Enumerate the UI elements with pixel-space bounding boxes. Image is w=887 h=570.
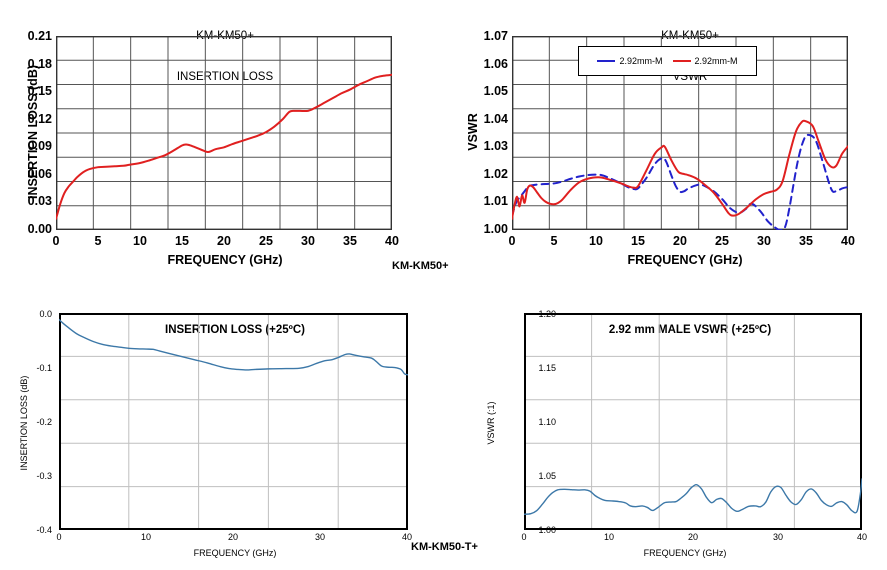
x-tick-label: 25: [259, 234, 273, 248]
chart-title: 2.92 mm MALE VSWR (+25ºC): [540, 297, 840, 365]
x-tick-label: 40: [841, 234, 855, 248]
x-tick-label: 0: [521, 532, 527, 542]
x-tick-label: 5: [94, 234, 102, 248]
y-tick-label: 1.01: [483, 194, 508, 208]
legend-entry-0[interactable]: 2.92mm-M: [597, 56, 663, 66]
x-tick-label: 20: [673, 234, 687, 248]
x-tick-label: 10: [140, 532, 151, 542]
chart-title: KM-KM50+ INSERTION LOSS: [100, 3, 350, 112]
x-axis-title: FREQUENCY (GHz): [193, 548, 277, 558]
x-tick-label: 30: [772, 532, 783, 542]
y-tick-label: 0.00: [27, 222, 52, 236]
x-tick-label: 30: [301, 234, 315, 248]
y-tick-label: -0.2: [36, 417, 52, 427]
chart-panel-vswr-top: KM-KM50+ VSWR VSWR FREQUENCY (GHz) 1.00 …: [440, 0, 887, 285]
chart-title: INSERTION LOSS (+25ºC): [105, 297, 365, 365]
x-tick-label: 35: [343, 234, 357, 248]
x-tick-label: 15: [175, 234, 189, 248]
legend: 2.92mm-M 2.92mm-M: [578, 46, 757, 76]
legend-label: 2.92mm-M: [694, 56, 738, 66]
legend-swatch-icon: [672, 60, 691, 62]
x-tick-label: 5: [550, 234, 558, 248]
x-tick-label: 30: [757, 234, 771, 248]
y-tick-label: 1.05: [483, 84, 508, 98]
part-label-km-km50-t: KM-KM50-T+: [411, 541, 478, 553]
x-tick-label: 0: [52, 234, 60, 248]
y-tick-label: 1.04: [483, 112, 508, 126]
x-axis-title: FREQUENCY (GHz): [643, 548, 727, 558]
y-tick-label: 0.21: [27, 29, 52, 43]
x-tick-label: 20: [227, 532, 238, 542]
y-tick-label: 0.09: [27, 139, 52, 153]
y-tick-label: 0.15: [27, 84, 52, 98]
x-axis-title: FREQUENCY (GHz): [627, 253, 743, 267]
x-tick-label: 0: [508, 234, 516, 248]
x-tick-label: 10: [589, 234, 603, 248]
chart-title-line1: INSERTION LOSS (+25ºC): [165, 324, 305, 337]
y-tick-label: 1.05: [538, 471, 556, 481]
x-axis-title: FREQUENCY (GHz): [167, 253, 283, 267]
chart-panel-vswr-bottom: 2.92 mm MALE VSWR (+25ºC) VSWR (:1) FREQ…: [440, 285, 887, 570]
x-tick-label: 40: [401, 532, 412, 542]
x-tick-label: 35: [799, 234, 813, 248]
x-tick-label: 10: [603, 532, 614, 542]
plot-area: [56, 36, 392, 230]
chart-title-line1: 2.92 mm MALE VSWR (+25ºC): [608, 324, 772, 337]
y-tick-label: -0.1: [36, 363, 52, 373]
chart-title-line2: INSERTION LOSS: [176, 70, 274, 83]
x-tick-label: 0: [56, 532, 62, 542]
x-tick-label: 10: [133, 234, 147, 248]
y-tick-label: 0.12: [27, 112, 52, 126]
x-tick-label: 20: [217, 234, 231, 248]
part-label-km-km50: KM-KM50+: [392, 260, 449, 272]
legend-swatch-icon: [597, 60, 616, 62]
x-tick-label: 40: [856, 532, 867, 542]
y-tick-label: -0.4: [36, 525, 52, 535]
legend-entry-1[interactable]: 2.92mm-M: [672, 56, 738, 66]
y-tick-label: 0.03: [27, 194, 52, 208]
y-tick-label: 1.15: [538, 363, 556, 373]
plot-area: [59, 313, 408, 530]
x-tick-label: 30: [314, 532, 325, 542]
chart-panel-insertion-loss-top: KM-KM50+ INSERTION LOSS INSERTION LOSS (…: [0, 0, 440, 285]
y-tick-label: 0.18: [27, 57, 52, 71]
plot-area: [524, 313, 862, 530]
y-tick-label: 1.03: [483, 139, 508, 153]
x-tick-label: 20: [687, 532, 698, 542]
y-tick-label: 1.06: [483, 57, 508, 71]
y-tick-label: 1.07: [483, 29, 508, 43]
y-tick-label: 1.10: [538, 417, 556, 427]
y-tick-label: 1.00: [538, 525, 556, 535]
legend-label: 2.92mm-M: [619, 56, 663, 66]
x-tick-label: 40: [385, 234, 399, 248]
y-tick-label: 1.00: [483, 222, 508, 236]
y-tick-label: 0.0: [39, 309, 52, 319]
y-axis-title: VSWR (:1): [486, 401, 496, 445]
x-tick-label: 25: [715, 234, 729, 248]
x-tick-label: 15: [631, 234, 645, 248]
y-tick-label: 0.06: [27, 167, 52, 181]
y-tick-label: -0.3: [36, 471, 52, 481]
y-tick-label: 1.02: [483, 167, 508, 181]
chart-panel-insertion-loss-bottom: INSERTION LOSS (+25ºC) INSERTION LOSS (d…: [0, 285, 440, 570]
